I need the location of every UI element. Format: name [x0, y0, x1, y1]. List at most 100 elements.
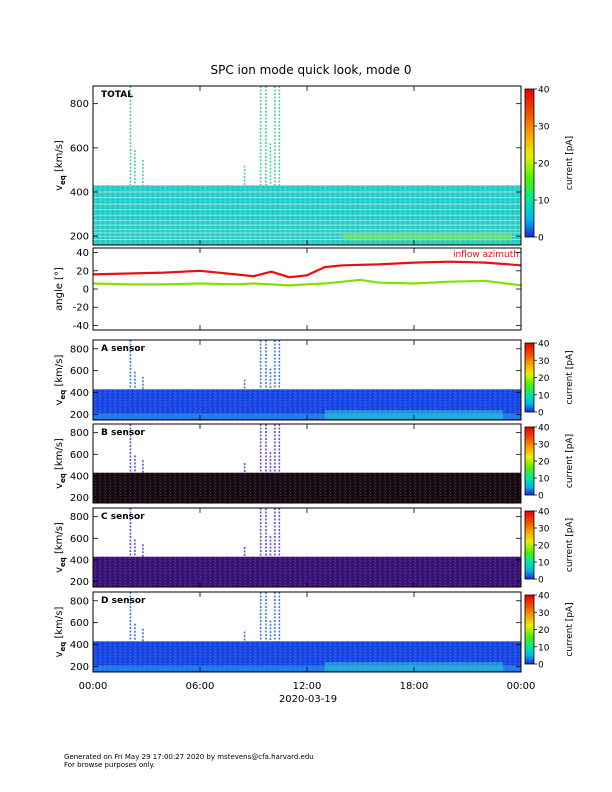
- colorbar: [524, 342, 535, 413]
- y-tick-label: -20: [73, 303, 89, 314]
- y-tick-label: 800: [70, 99, 89, 110]
- colorbar-tick-label: 30: [538, 609, 550, 619]
- panel-label: D sensor: [101, 596, 146, 606]
- inflow-azimuth-label: inflow azimuth: [453, 250, 519, 260]
- colorbar-tick-label: 40: [538, 340, 550, 350]
- colorbar: [524, 594, 535, 665]
- colorbar-tick-label: 40: [538, 508, 550, 518]
- colorbar-tick-label: 40: [538, 592, 550, 602]
- colorbar-tick-label: 20: [538, 374, 550, 384]
- y-tick-label: 40: [76, 248, 89, 259]
- x-tick-label: 00:00: [79, 681, 108, 692]
- y-axis-label: veq [km/s]: [54, 140, 67, 191]
- y-axis-label: veq [km/s]: [54, 607, 67, 658]
- x-axis: 00:00 06:00 12:00 18:00 00:00: [79, 681, 536, 692]
- y-axis-label-unit: [km/s]: [54, 522, 65, 557]
- panel-label: A sensor: [101, 344, 146, 354]
- colorbar-tick-label: 30: [538, 357, 550, 367]
- y-tick-label: 400: [70, 640, 89, 651]
- colorbar-label: current [pA]: [565, 602, 575, 656]
- y-axis-label-main: angle: [54, 283, 65, 311]
- colorbar-tick-label: 0: [538, 234, 544, 244]
- y-axis-label-sub: eq: [59, 390, 67, 400]
- colorbar-tick-label: 40: [538, 424, 550, 434]
- y-tick-label: 600: [70, 143, 89, 154]
- y-tick-label: 800: [70, 428, 89, 439]
- colorbar-tick-label: 20: [538, 542, 550, 552]
- colorbar-tick-label: 0: [538, 492, 544, 502]
- y-tick-label: 0: [83, 285, 89, 296]
- y-axis-label: angle [°]: [54, 267, 65, 311]
- y-axis-label-main: v: [54, 567, 65, 573]
- colorbar-tick-label: 10: [538, 475, 550, 485]
- y-axis-label-unit: [km/s]: [54, 438, 65, 473]
- y-tick-label: 200: [70, 577, 89, 588]
- colorbar-tick-label: 20: [538, 626, 550, 636]
- y-tick-label: 200: [70, 232, 89, 243]
- colorbar-tick-label: 30: [538, 525, 550, 535]
- y-axis-label-unit: [km/s]: [54, 140, 65, 175]
- colorbar-label: current [pA]: [565, 136, 575, 190]
- colorbar: [524, 426, 535, 496]
- y-tick-label: 800: [70, 596, 89, 607]
- colorbar-tick-label: 40: [538, 86, 550, 96]
- panel-2: inflow azimuth -40 -20 0 20 40 angle [°]: [54, 247, 522, 332]
- colorbar-tick-label: 30: [538, 123, 550, 133]
- series-line: [92, 278, 522, 287]
- y-tick-label: 20: [76, 266, 89, 277]
- y-axis-label-main: v: [54, 651, 65, 657]
- y-tick-label: 200: [70, 662, 89, 673]
- y-tick-label: 600: [70, 366, 89, 377]
- colorbar-tick-label: 0: [538, 576, 544, 586]
- colorbar: [524, 510, 535, 580]
- colorbar-tick-label: 10: [538, 559, 550, 569]
- y-axis-label-main: v: [54, 185, 65, 191]
- colorbar-label: current [pA]: [565, 434, 575, 488]
- y-tick-label: -40: [73, 321, 89, 332]
- chart-title: SPC ion mode quick look, mode 0: [211, 63, 412, 77]
- x-tick-label: 18:00: [400, 681, 429, 692]
- colorbar-label: current [pA]: [565, 518, 575, 572]
- y-axis-label-main: v: [54, 483, 65, 489]
- y-tick-label: 600: [70, 450, 89, 461]
- x-tick-label: 12:00: [293, 681, 322, 692]
- series-line: [92, 260, 522, 279]
- footer: Generated on Fri May 29 17:00:27 2020 by…: [64, 753, 314, 769]
- y-tick-label: 600: [70, 618, 89, 629]
- colorbar-tick-label: 10: [538, 391, 550, 401]
- panel-label: B sensor: [101, 428, 145, 438]
- x-tick-label: 00:00: [507, 681, 536, 692]
- colorbar-tick-label: 20: [538, 458, 550, 468]
- y-tick-label: 800: [70, 344, 89, 355]
- y-tick-label: 400: [70, 555, 89, 566]
- y-axis-label-main: v: [54, 399, 65, 405]
- y-axis-label-unit: [km/s]: [54, 355, 65, 390]
- plot-area: [93, 248, 521, 330]
- colorbar: [524, 88, 535, 238]
- y-tick-label: 600: [70, 534, 89, 545]
- y-tick-label: 200: [70, 410, 89, 421]
- colorbar-label: current [pA]: [565, 350, 575, 404]
- y-axis-label: veq [km/s]: [54, 355, 67, 406]
- colorbar-tick-label: 0: [538, 409, 544, 419]
- spectrogram-texture: [93, 556, 521, 587]
- footer-note: For browse purposes only.: [64, 761, 155, 769]
- y-axis-label: veq [km/s]: [54, 438, 67, 489]
- y-axis-label: veq [km/s]: [54, 522, 67, 573]
- colorbar-tick-label: 30: [538, 441, 550, 451]
- spectrogram-texture: [93, 472, 521, 503]
- y-axis-label-sub: eq: [59, 642, 67, 652]
- y-tick-label: 800: [70, 512, 89, 523]
- colorbar-tick-label: 0: [538, 661, 544, 671]
- panel-label: TOTAL: [101, 90, 133, 100]
- y-tick-label: 200: [70, 493, 89, 504]
- colorbar-tick-label: 10: [538, 643, 550, 653]
- y-axis-label-unit: [°]: [54, 267, 65, 283]
- y-axis-label-sub: eq: [59, 175, 67, 185]
- panel-1: 200 400 600 800 veq [km/s] TOTAL 0 10 20 30 40 curr…: [54, 85, 575, 246]
- y-axis-label-unit: [km/s]: [54, 607, 65, 642]
